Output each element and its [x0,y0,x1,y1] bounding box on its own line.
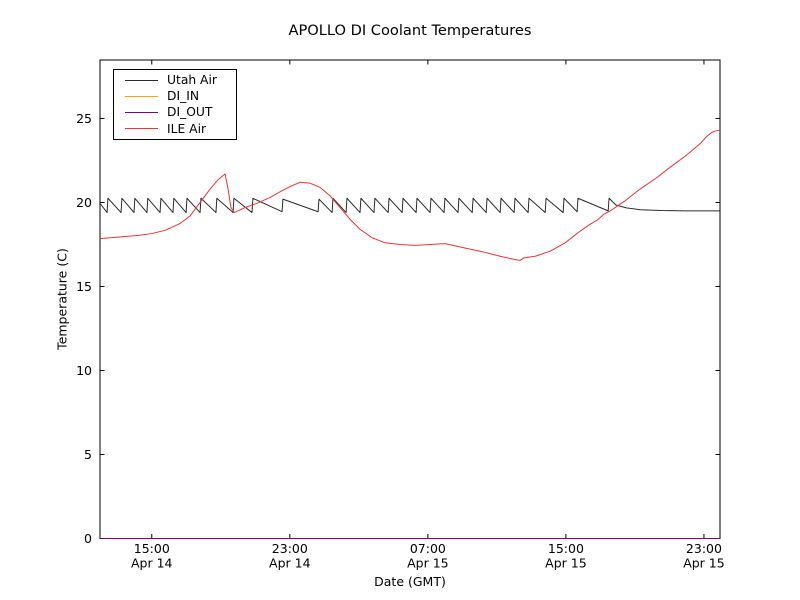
x-tick-label-date: Apr 15 [545,556,587,571]
x-tick-label-time: 15:00 [134,541,170,556]
x-tick-label-date: Apr 15 [683,556,725,571]
y-tick-label: 20 [76,195,92,210]
legend-item: DI_OUT [114,105,236,121]
x-tick-label-time: 23:00 [686,541,722,556]
legend-item: ILE Air [114,121,236,137]
x-tick-label-date: Apr 14 [131,556,173,571]
x-tick-label-time: 23:00 [272,541,308,556]
y-tick-label: 5 [84,447,92,462]
y-tick-label: 25 [76,111,92,126]
x-tick-label-date: Apr 15 [407,556,449,571]
line-swatch-icon [125,95,158,97]
x-tick-label-time: 15:00 [548,541,584,556]
x-axis-label: Date (GMT) [374,574,446,589]
legend: Utah Air DI_IN DI_OUT ILE Air [113,69,237,140]
line-swatch-icon [125,128,158,130]
legend-item-label: DI_IN [167,89,200,104]
line-swatch-icon [125,112,158,114]
y-tick-label: 15 [76,279,92,294]
x-tick-label-time: 07:00 [410,541,446,556]
x-tick-label-date: Apr 14 [269,556,311,571]
legend-item-label: Utah Air [167,72,217,87]
legend-item: DI_IN [114,88,236,104]
y-tick-label: 0 [84,531,92,546]
y-axis-label: Temperature (C) [54,248,70,350]
chart-title: APOLLO DI Coolant Temperatures [288,22,532,39]
legend-item: Utah Air [114,72,236,88]
y-tick-label: 10 [76,363,92,378]
line-swatch-icon [125,79,158,81]
series-line-utah-air [100,197,720,214]
legend-item-label: ILE Air [167,121,207,136]
legend-item-label: DI_OUT [167,105,213,120]
series-line-ile-air [100,129,720,261]
